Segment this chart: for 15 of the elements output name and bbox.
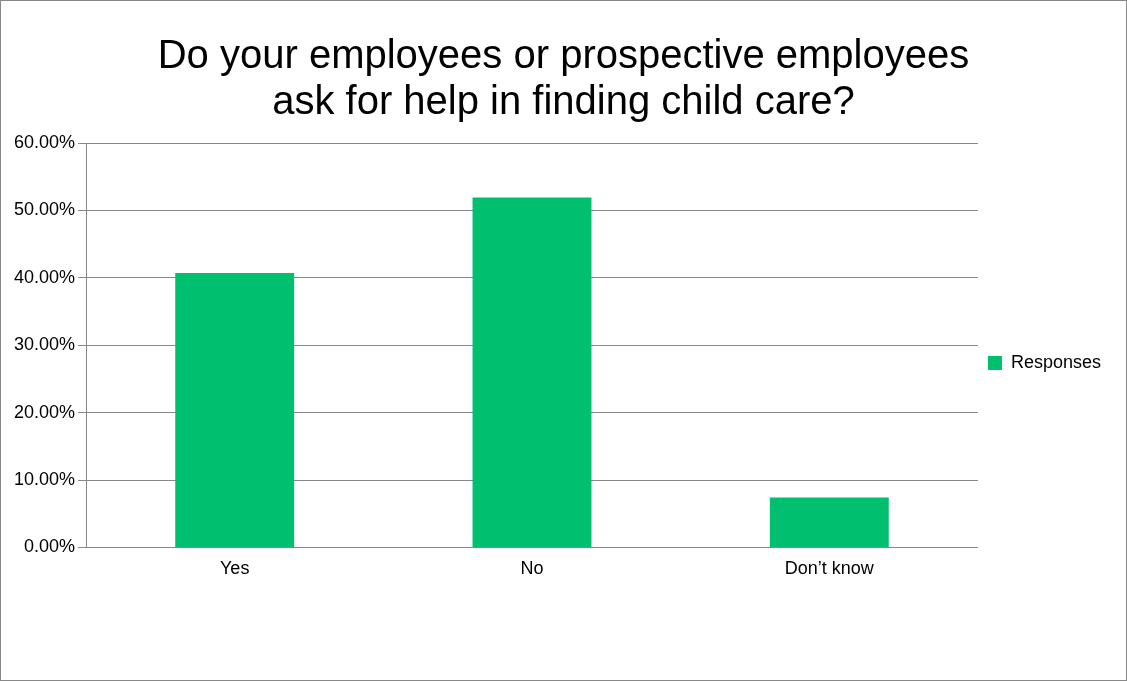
legend-label: Responses <box>1010 351 1102 372</box>
x-tick-label: Yes <box>220 558 250 579</box>
x-tick-label: Don’t know <box>784 558 875 579</box>
y-tick-label: 50.00% <box>13 199 76 220</box>
bar <box>769 497 889 547</box>
x-tick-label: No <box>520 558 544 579</box>
y-tick-label: 40.00% <box>13 266 76 287</box>
bar <box>175 273 295 547</box>
y-tick-label: 0.00% <box>24 536 76 557</box>
chart-title: Do your employees or prospective employees ask for help in finding child care? <box>156 31 971 123</box>
y-tick-label: 20.00% <box>13 401 76 422</box>
y-tick-label: 10.00% <box>13 468 76 489</box>
bar <box>472 197 592 547</box>
y-tick-label: 30.00% <box>13 334 76 355</box>
y-tick-label: 60.00% <box>13 131 76 152</box>
